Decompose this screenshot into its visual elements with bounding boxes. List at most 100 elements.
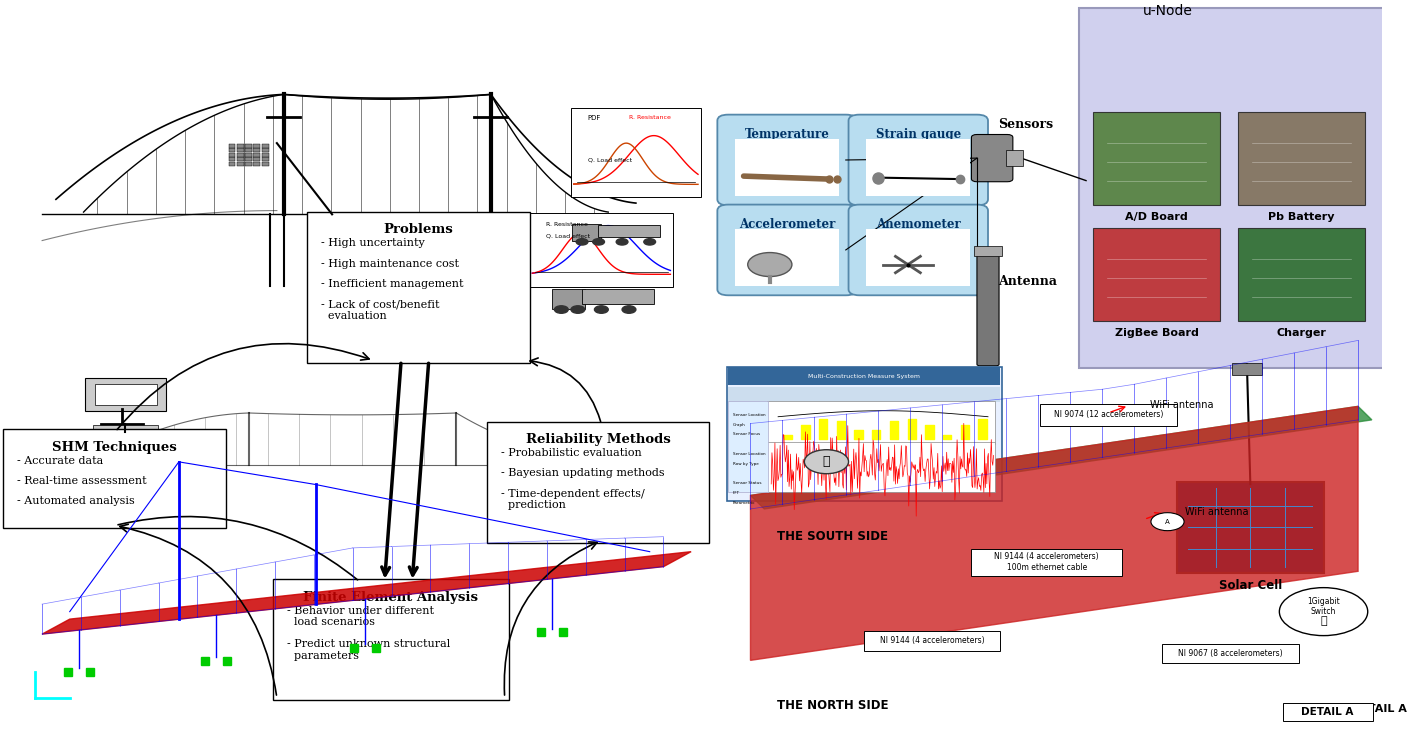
FancyBboxPatch shape	[3, 430, 226, 528]
Text: NI 9144 (4 accelerometers): NI 9144 (4 accelerometers)	[880, 636, 984, 645]
Text: PDF: PDF	[588, 116, 601, 122]
Polygon shape	[751, 406, 1357, 660]
FancyBboxPatch shape	[486, 422, 708, 543]
Text: R. Resistance: R. Resistance	[546, 222, 588, 227]
FancyBboxPatch shape	[262, 153, 269, 157]
FancyBboxPatch shape	[728, 401, 768, 493]
FancyBboxPatch shape	[262, 144, 269, 148]
FancyBboxPatch shape	[1079, 8, 1387, 368]
Text: - Probabilistic evaluation: - Probabilistic evaluation	[501, 448, 642, 458]
FancyBboxPatch shape	[1178, 482, 1324, 573]
FancyBboxPatch shape	[598, 225, 660, 237]
Text: 1Gigabit
Switch: 1Gigabit Switch	[1307, 597, 1340, 616]
Text: Pb Battery: Pb Battery	[1268, 212, 1335, 222]
FancyBboxPatch shape	[717, 115, 857, 205]
Circle shape	[554, 306, 568, 313]
FancyBboxPatch shape	[971, 134, 1012, 182]
FancyBboxPatch shape	[735, 140, 839, 195]
Text: Charger: Charger	[1277, 328, 1326, 338]
Text: Sensor Status: Sensor Status	[732, 481, 761, 485]
Text: Row by Type: Row by Type	[732, 462, 758, 466]
Text: Anemometer: Anemometer	[875, 218, 960, 231]
FancyBboxPatch shape	[245, 153, 252, 157]
FancyBboxPatch shape	[253, 153, 260, 157]
Text: Antenna: Antenna	[998, 276, 1056, 288]
FancyBboxPatch shape	[273, 579, 509, 700]
FancyBboxPatch shape	[1093, 112, 1220, 204]
Text: - Inefficient management: - Inefficient management	[321, 279, 464, 289]
Circle shape	[617, 239, 628, 245]
FancyBboxPatch shape	[262, 158, 269, 161]
FancyBboxPatch shape	[307, 212, 530, 363]
FancyBboxPatch shape	[253, 162, 260, 166]
Text: Temperature: Temperature	[745, 128, 830, 141]
Text: WiFi antenna: WiFi antenna	[1150, 400, 1213, 411]
FancyBboxPatch shape	[245, 149, 252, 152]
FancyBboxPatch shape	[727, 366, 1001, 501]
FancyBboxPatch shape	[1232, 363, 1263, 375]
FancyBboxPatch shape	[864, 631, 1001, 650]
Text: - Automated analysis: - Automated analysis	[17, 496, 134, 506]
FancyBboxPatch shape	[85, 378, 167, 411]
FancyBboxPatch shape	[236, 144, 243, 148]
Text: - Bayesian updating methods: - Bayesian updating methods	[501, 469, 665, 478]
Text: NI 9074 (12 accelerometers): NI 9074 (12 accelerometers)	[1053, 410, 1164, 419]
FancyBboxPatch shape	[253, 149, 260, 152]
Circle shape	[622, 306, 636, 313]
Text: Parametric: Parametric	[732, 501, 755, 505]
Text: Q. Load effect: Q. Load effect	[588, 157, 632, 162]
Text: - Predict unknown structural
  parameters: - Predict unknown structural parameters	[287, 639, 450, 661]
FancyBboxPatch shape	[728, 387, 1001, 402]
FancyBboxPatch shape	[728, 367, 1001, 385]
FancyBboxPatch shape	[93, 425, 158, 433]
Text: NI 9144 (4 accelerometers)
100m ethernet cable: NI 9144 (4 accelerometers) 100m ethernet…	[994, 553, 1099, 572]
FancyBboxPatch shape	[848, 115, 988, 205]
FancyBboxPatch shape	[1041, 404, 1178, 426]
FancyBboxPatch shape	[1284, 703, 1373, 721]
Text: Multi-Construction Measure System: Multi-Construction Measure System	[809, 374, 921, 379]
FancyBboxPatch shape	[229, 153, 236, 157]
Text: - Time-dependent effects/
  prediction: - Time-dependent effects/ prediction	[501, 489, 645, 510]
FancyBboxPatch shape	[229, 158, 236, 161]
FancyBboxPatch shape	[530, 213, 673, 287]
FancyBboxPatch shape	[245, 162, 252, 166]
Text: SHM Techniques: SHM Techniques	[52, 441, 177, 454]
Text: Sensors: Sensors	[998, 118, 1053, 131]
Text: A/D Board: A/D Board	[1126, 212, 1188, 222]
FancyBboxPatch shape	[229, 149, 236, 152]
Text: - Accurate data: - Accurate data	[17, 456, 103, 466]
Text: Reliability Methods: Reliability Methods	[526, 433, 670, 446]
Text: FFT: FFT	[732, 491, 740, 495]
Circle shape	[1151, 513, 1184, 531]
FancyBboxPatch shape	[735, 229, 839, 285]
Text: Strain gauge: Strain gauge	[875, 128, 962, 141]
Text: DETAIL A: DETAIL A	[1352, 704, 1407, 714]
FancyBboxPatch shape	[766, 401, 995, 444]
FancyBboxPatch shape	[1093, 228, 1220, 321]
Circle shape	[748, 252, 792, 276]
FancyBboxPatch shape	[571, 108, 701, 197]
FancyBboxPatch shape	[583, 289, 653, 304]
FancyBboxPatch shape	[717, 204, 857, 295]
Text: THE NORTH SIDE: THE NORTH SIDE	[776, 699, 888, 712]
FancyBboxPatch shape	[229, 144, 236, 148]
Text: - High uncertainty: - High uncertainty	[321, 238, 424, 249]
Text: - High maintenance cost: - High maintenance cost	[321, 258, 460, 269]
FancyBboxPatch shape	[867, 229, 970, 285]
Text: NI 9067 (8 accelerometers): NI 9067 (8 accelerometers)	[1178, 649, 1282, 658]
Text: - Lack of cost/benefit
  evaluation: - Lack of cost/benefit evaluation	[321, 299, 440, 321]
Text: - Real-time assessment: - Real-time assessment	[17, 476, 147, 486]
FancyBboxPatch shape	[1237, 112, 1365, 204]
FancyBboxPatch shape	[1005, 150, 1022, 167]
Circle shape	[594, 306, 608, 313]
FancyBboxPatch shape	[236, 158, 243, 161]
Text: Accelerometer: Accelerometer	[740, 218, 836, 231]
FancyBboxPatch shape	[262, 149, 269, 152]
FancyBboxPatch shape	[245, 158, 252, 161]
Text: Sensor Location: Sensor Location	[732, 452, 765, 456]
Text: Q. Load effect: Q. Load effect	[546, 233, 590, 238]
Text: 👤: 👤	[1321, 617, 1326, 626]
Text: R. Resistance: R. Resistance	[629, 116, 670, 120]
Circle shape	[575, 239, 588, 245]
FancyBboxPatch shape	[971, 549, 1121, 576]
